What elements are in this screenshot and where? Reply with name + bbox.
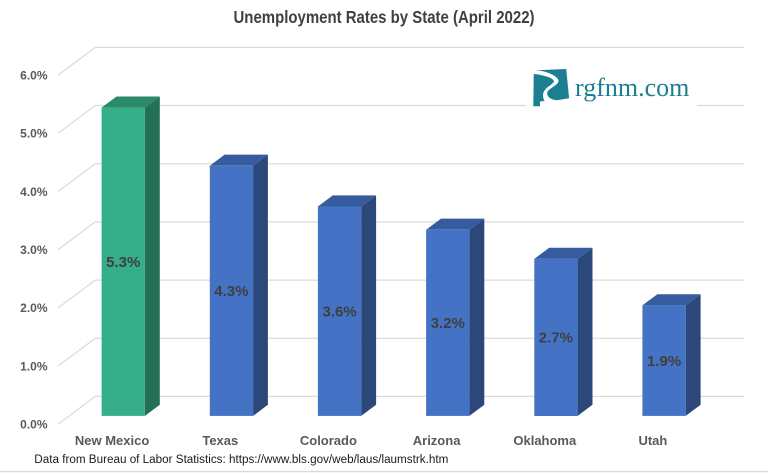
svg-text:5.3%: 5.3% [106, 254, 140, 271]
svg-text:2.0%: 2.0% [20, 301, 48, 315]
svg-text:Data from Bureau of Labor Stat: Data from Bureau of Labor Statistics: ht… [34, 454, 448, 466]
svg-text:0.0%: 0.0% [20, 418, 48, 432]
svg-text:Arizona: Arizona [413, 433, 461, 448]
svg-text:2.7%: 2.7% [539, 330, 573, 347]
svg-text:4.3%: 4.3% [214, 283, 248, 300]
svg-text:6.0%: 6.0% [20, 69, 48, 83]
svg-text:3.2%: 3.2% [431, 315, 465, 332]
svg-text:rgfnm.com: rgfnm.com [575, 73, 689, 102]
svg-text:1.9%: 1.9% [647, 353, 681, 370]
svg-text:Utah: Utah [638, 433, 667, 448]
svg-text:4.0%: 4.0% [20, 185, 48, 199]
svg-text:1.0%: 1.0% [20, 359, 48, 373]
svg-text:Oklahoma: Oklahoma [513, 433, 577, 448]
svg-text:New Mexico: New Mexico [75, 433, 149, 448]
svg-text:Texas: Texas [202, 433, 238, 448]
svg-text:5.0%: 5.0% [20, 127, 48, 141]
svg-text:3.0%: 3.0% [20, 243, 48, 257]
svg-text:3.6%: 3.6% [322, 304, 356, 321]
svg-text:Colorado: Colorado [300, 433, 357, 448]
svg-text:Unemployment Rates by State (A: Unemployment Rates by State (April 2022) [234, 7, 535, 27]
